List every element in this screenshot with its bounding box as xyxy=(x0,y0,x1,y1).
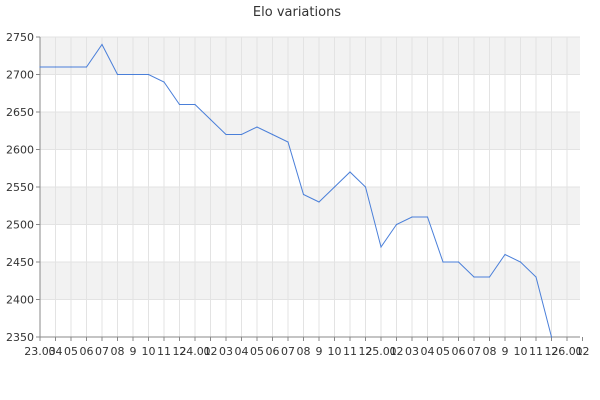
x-tick-label: 9 xyxy=(502,345,509,358)
x-tick-label: 04 xyxy=(49,345,63,358)
data-point xyxy=(116,73,119,76)
data-point xyxy=(333,186,336,188)
x-tick-label: 25.01 xyxy=(365,345,397,358)
series-layer xyxy=(39,43,553,338)
x-tick-label: 07 xyxy=(281,345,295,358)
data-point xyxy=(488,276,491,278)
x-tick-label: 03 xyxy=(219,345,233,358)
x-tick-label: 03 xyxy=(405,345,419,358)
y-tick-labels: 2350 2400 2450 2500 2550 2600 2650 2700 2750 xyxy=(6,31,34,344)
y-tick-label: 2350 xyxy=(6,331,34,344)
x-tick-label: 06 xyxy=(452,345,466,358)
data-point xyxy=(54,66,57,68)
y-tick-label: 2450 xyxy=(6,256,34,269)
data-point xyxy=(178,103,181,106)
y-tick-label: 2500 xyxy=(6,219,34,232)
x-tick-label: 9 xyxy=(316,345,323,358)
x-tick-label: 26.01 xyxy=(551,345,583,358)
y-tick-label: 2750 xyxy=(6,31,34,44)
data-point xyxy=(550,336,553,338)
x-tick-label: 08 xyxy=(483,345,497,358)
plot-band xyxy=(40,187,580,225)
chart-title: Elo variations xyxy=(253,5,341,20)
data-point xyxy=(504,253,506,256)
data-point xyxy=(132,73,134,76)
x-tick-label: 08 xyxy=(111,345,125,358)
x-tick-label: 12 xyxy=(545,345,559,358)
data-point xyxy=(442,261,444,263)
data-point xyxy=(70,66,72,68)
data-point xyxy=(287,141,289,143)
data-point xyxy=(535,276,537,278)
x-tick-label: 06 xyxy=(80,345,94,358)
data-point xyxy=(426,216,429,218)
x-tick-label: 05 xyxy=(436,345,450,358)
x-tick-label: 06 xyxy=(266,345,280,358)
x-tick-label: 10 xyxy=(142,345,156,358)
x-tick-label: 24.01 xyxy=(179,345,211,358)
data-point xyxy=(302,193,305,196)
data-point xyxy=(256,126,258,128)
data-point xyxy=(147,73,150,76)
data-point xyxy=(395,223,398,226)
y-tick-label: 2550 xyxy=(6,181,34,194)
x-tick-label: 07 xyxy=(95,345,109,358)
x-tick-label: 23.03 xyxy=(24,345,56,358)
x-tick-label: 07 xyxy=(467,345,481,358)
plot-band xyxy=(40,262,580,300)
x-tick-label: 11 xyxy=(529,345,543,358)
plot-background-bands xyxy=(40,37,580,300)
data-point xyxy=(39,66,41,68)
data-point xyxy=(85,66,88,68)
gridlines xyxy=(39,36,580,338)
x-tick-label: 02 xyxy=(204,345,218,358)
data-point xyxy=(101,43,103,46)
data-point xyxy=(271,133,274,136)
x-tick-label: 11 xyxy=(157,345,171,358)
data-point xyxy=(318,201,320,203)
series-line xyxy=(40,43,552,338)
y-tick-label: 2700 xyxy=(6,69,34,82)
data-point xyxy=(411,216,413,218)
x-tick-label: 02 xyxy=(576,345,590,358)
data-point xyxy=(194,103,196,106)
x-tick-label: 9 xyxy=(130,345,137,358)
x-tick-label: 05 xyxy=(64,345,78,358)
y-tick-label: 2650 xyxy=(6,106,34,119)
axes xyxy=(36,36,583,341)
plot-band xyxy=(40,112,580,150)
x-tick-label: 12 xyxy=(359,345,373,358)
data-point xyxy=(163,81,165,83)
data-point xyxy=(380,246,382,248)
data-point xyxy=(240,133,243,136)
x-tick-label: 02 xyxy=(390,345,404,358)
x-tick-label: 10 xyxy=(328,345,342,358)
data-point xyxy=(364,186,367,188)
x-tick-label: 05 xyxy=(250,345,264,358)
x-tick-label: 11 xyxy=(343,345,357,358)
data-point xyxy=(473,276,475,278)
data-point xyxy=(519,261,522,263)
data-point xyxy=(225,133,227,136)
data-point xyxy=(457,261,460,263)
x-tick-label: 08 xyxy=(297,345,311,358)
x-tick-label: 12 xyxy=(173,345,187,358)
data-point xyxy=(349,171,351,173)
x-tick-label: 04 xyxy=(235,345,249,358)
plot-band xyxy=(40,37,580,75)
y-tick-label: 2400 xyxy=(6,294,34,307)
data-point xyxy=(209,118,212,121)
y-tick-label: 2600 xyxy=(6,144,34,157)
x-tick-label: 10 xyxy=(514,345,528,358)
x-tick-label: 04 xyxy=(421,345,435,358)
